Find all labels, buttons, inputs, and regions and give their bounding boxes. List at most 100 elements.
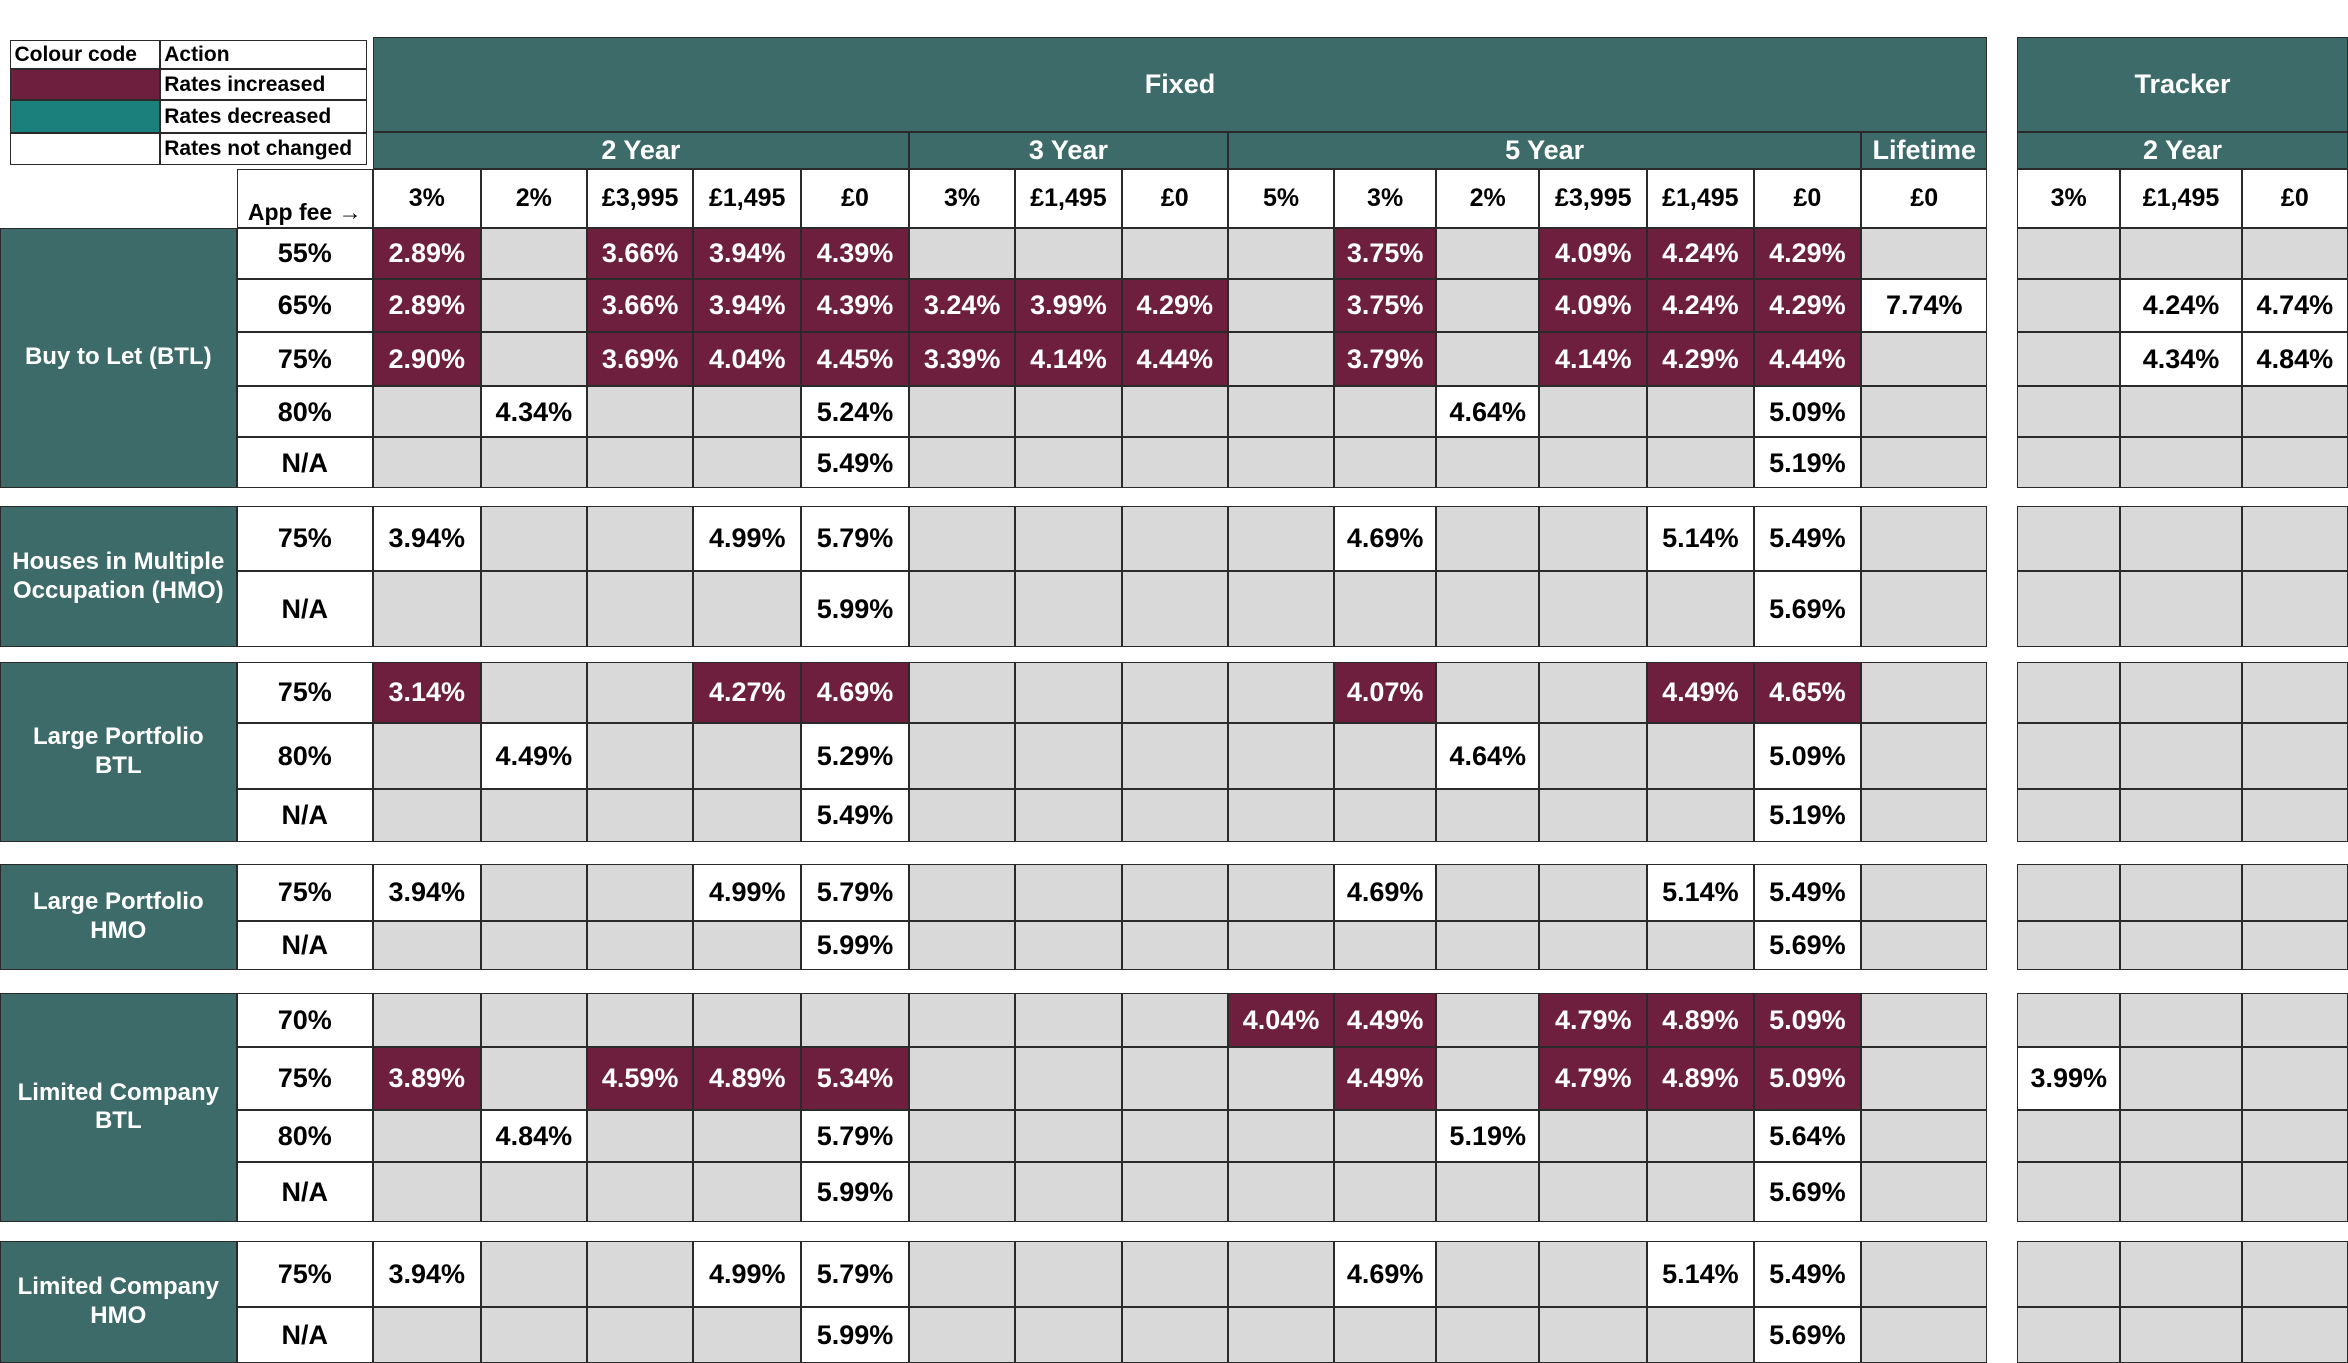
empty-cell [1121, 1162, 1228, 1222]
empty-cell [480, 789, 587, 842]
empty-cell [1539, 506, 1648, 571]
empty-cell [587, 864, 694, 921]
empty-cell [1015, 723, 1122, 790]
rate-cell: 5.79% [801, 864, 909, 921]
empty-cell [1647, 1307, 1754, 1363]
empty-cell [1015, 1109, 1122, 1163]
empty-cell [1334, 1162, 1437, 1222]
empty-cell [1334, 920, 1437, 971]
empty-cell [372, 386, 481, 438]
rate-cell: 4.99% [693, 1241, 802, 1308]
rate-cell: 5.34% [801, 1046, 909, 1110]
ltv-label: N/A [236, 1307, 373, 1363]
ltv-label: 55% [236, 227, 373, 279]
rate-cell: 7.74% [1861, 278, 1988, 333]
empty-cell [1861, 570, 1988, 647]
rate-cell: 4.09% [1539, 227, 1648, 279]
empty-cell [2241, 1046, 2348, 1110]
empty-cell [1227, 332, 1335, 387]
rate-cell: 4.59% [587, 1046, 694, 1110]
empty-cell [2120, 1241, 2242, 1308]
group-label: Limited Company BTL [0, 992, 237, 1222]
empty-cell [1015, 992, 1122, 1047]
group-label: Large Portfolio HMO [0, 864, 237, 971]
empty-cell [1015, 570, 1122, 647]
rate-cell: 5.09% [1753, 723, 1862, 790]
empty-cell [1121, 506, 1228, 571]
empty-cell [587, 661, 694, 724]
empty-cell [1647, 789, 1754, 842]
empty-cell [1436, 332, 1540, 387]
empty-cell [1015, 920, 1122, 971]
empty-cell [908, 1162, 1016, 1222]
ltv-label: 80% [236, 723, 373, 790]
empty-cell [480, 1162, 587, 1222]
empty-cell [1334, 789, 1437, 842]
empty-cell [908, 437, 1016, 489]
empty-cell [693, 1162, 802, 1222]
rate-cell: 4.89% [1647, 1046, 1754, 1110]
empty-cell [1861, 920, 1988, 971]
empty-cell [1121, 1046, 1228, 1110]
empty-cell [1539, 386, 1648, 438]
empty-cell [480, 992, 587, 1047]
empty-cell [1647, 386, 1754, 438]
empty-cell [372, 1109, 481, 1163]
empty-cell [2120, 437, 2242, 489]
empty-cell [908, 992, 1016, 1047]
rate-cell: 5.69% [1753, 1307, 1862, 1363]
rate-cell: 4.34% [480, 386, 587, 438]
empty-cell [2120, 992, 2242, 1047]
empty-cell [372, 920, 481, 971]
empty-cell [1436, 1046, 1540, 1110]
empty-cell [1015, 1046, 1122, 1110]
legend-label: Rates increased [160, 68, 367, 101]
rate-cell: 4.39% [801, 278, 909, 333]
rate-cell: 2.90% [372, 332, 481, 387]
empty-cell [480, 570, 587, 647]
empty-cell [1436, 1241, 1540, 1308]
legend-swatch [10, 100, 161, 134]
rate-cell: 4.29% [1753, 278, 1862, 333]
empty-cell [2241, 661, 2348, 724]
empty-cell [587, 920, 694, 971]
empty-cell [1334, 386, 1437, 438]
empty-cell [1539, 1241, 1648, 1308]
empty-cell [2241, 437, 2348, 489]
rate-cell: 3.99% [1015, 278, 1122, 333]
empty-cell [1015, 386, 1122, 438]
empty-cell [1227, 506, 1335, 571]
empty-cell [480, 506, 587, 571]
rate-cell: 4.65% [1753, 661, 1862, 724]
empty-cell [1227, 437, 1335, 489]
rate-cell: 4.74% [2241, 278, 2348, 333]
empty-cell [1015, 1307, 1122, 1363]
rate-cell: 4.24% [2120, 278, 2242, 333]
empty-cell [1436, 1307, 1540, 1363]
empty-cell [1121, 920, 1228, 971]
rate-cell: 4.24% [1647, 278, 1754, 333]
fee-header: £0 [801, 169, 909, 228]
fee-header: 3% [908, 169, 1016, 228]
rate-cell: 4.29% [1647, 332, 1754, 387]
empty-cell [1436, 437, 1540, 489]
rate-cell: 3.99% [2017, 1046, 2121, 1110]
empty-cell [908, 1307, 1016, 1363]
empty-cell [1227, 920, 1335, 971]
empty-cell [1436, 227, 1540, 279]
group-label: Limited Company HMO [0, 1241, 237, 1363]
empty-cell [2017, 1307, 2121, 1363]
empty-cell [1436, 864, 1540, 921]
empty-cell [587, 506, 694, 571]
fee-header: £1,495 [1647, 169, 1754, 228]
empty-cell [2120, 570, 2242, 647]
empty-cell [2017, 864, 2121, 921]
legend-swatch [10, 68, 161, 101]
empty-cell [1334, 1109, 1437, 1163]
empty-cell [1121, 1307, 1228, 1363]
term-header: 5 Year [1227, 131, 1862, 170]
empty-cell [908, 723, 1016, 790]
ltv-label: 75% [236, 1046, 373, 1110]
rate-cell: 4.64% [1436, 723, 1540, 790]
